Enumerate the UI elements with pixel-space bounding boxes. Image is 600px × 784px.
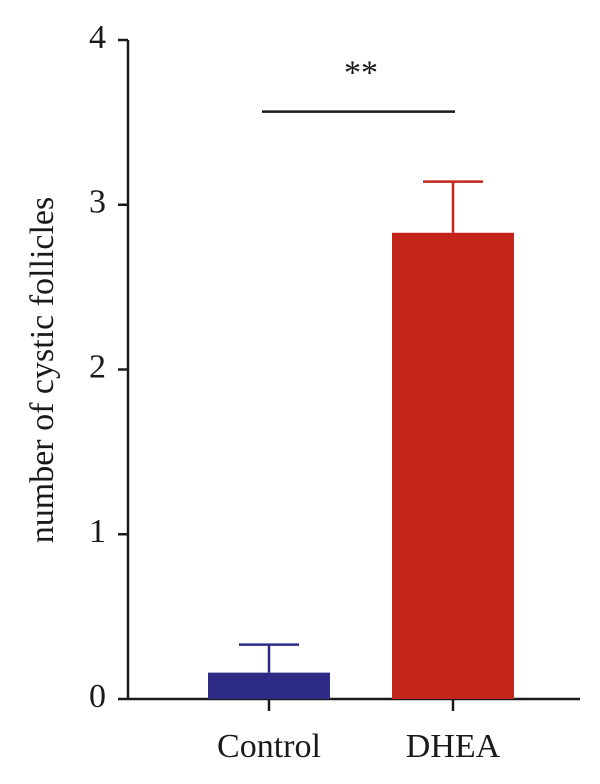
y-tick-label: 0 bbox=[89, 678, 106, 715]
y-tick-label: 2 bbox=[89, 348, 106, 385]
y-tick-label: 3 bbox=[89, 184, 106, 221]
error-bar bbox=[239, 643, 299, 673]
bar bbox=[208, 672, 330, 699]
y-tick-label: 4 bbox=[89, 19, 106, 56]
significance-label: ** bbox=[344, 54, 378, 91]
bar bbox=[392, 232, 514, 699]
y-axis-label: number of cystic follicles bbox=[24, 197, 61, 544]
x-tick-label: Control bbox=[217, 728, 321, 765]
error-bar bbox=[423, 180, 483, 233]
y-tick-label: 1 bbox=[89, 513, 106, 550]
x-tick-label: DHEA bbox=[406, 728, 501, 765]
